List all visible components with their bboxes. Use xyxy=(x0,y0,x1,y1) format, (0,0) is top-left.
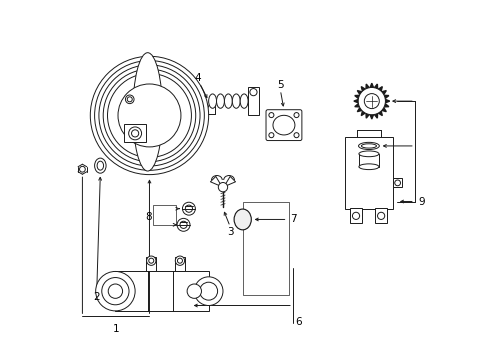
Bar xyxy=(358,154,378,167)
Circle shape xyxy=(177,219,190,231)
Polygon shape xyxy=(374,113,377,118)
Bar xyxy=(146,257,156,271)
Ellipse shape xyxy=(361,144,376,148)
Circle shape xyxy=(199,282,217,300)
Circle shape xyxy=(128,127,142,140)
Polygon shape xyxy=(378,87,382,91)
Bar xyxy=(153,205,176,225)
Text: 4: 4 xyxy=(194,73,201,83)
Text: 2: 2 xyxy=(93,292,100,302)
Polygon shape xyxy=(369,83,373,87)
Circle shape xyxy=(394,180,400,186)
Circle shape xyxy=(108,284,122,298)
Polygon shape xyxy=(365,84,368,89)
Circle shape xyxy=(293,113,298,118)
Circle shape xyxy=(177,258,182,263)
Circle shape xyxy=(80,166,85,172)
Polygon shape xyxy=(381,91,386,95)
Circle shape xyxy=(364,94,379,109)
Polygon shape xyxy=(354,95,359,99)
Bar xyxy=(392,178,402,187)
Polygon shape xyxy=(357,91,361,95)
Circle shape xyxy=(96,271,135,311)
Bar xyxy=(375,208,386,223)
Bar xyxy=(247,87,258,116)
Circle shape xyxy=(377,212,384,220)
Polygon shape xyxy=(353,99,358,103)
Circle shape xyxy=(293,133,298,138)
Polygon shape xyxy=(365,113,368,118)
Circle shape xyxy=(94,60,204,170)
Ellipse shape xyxy=(94,158,106,173)
Polygon shape xyxy=(361,87,365,91)
Ellipse shape xyxy=(208,94,216,108)
Polygon shape xyxy=(115,304,215,311)
Bar xyxy=(115,271,208,311)
Circle shape xyxy=(146,256,156,265)
Text: 5: 5 xyxy=(277,80,283,90)
Circle shape xyxy=(131,130,139,137)
Polygon shape xyxy=(369,114,373,119)
Ellipse shape xyxy=(224,94,232,108)
Circle shape xyxy=(268,133,273,138)
Circle shape xyxy=(357,87,385,115)
Circle shape xyxy=(187,284,201,298)
Circle shape xyxy=(180,221,187,228)
Text: 9: 9 xyxy=(418,197,425,207)
Text: 7: 7 xyxy=(290,215,296,224)
Ellipse shape xyxy=(97,161,103,170)
Polygon shape xyxy=(374,84,377,89)
Text: 3: 3 xyxy=(226,227,233,237)
Circle shape xyxy=(352,212,359,220)
Polygon shape xyxy=(384,95,388,99)
Circle shape xyxy=(107,73,191,157)
Ellipse shape xyxy=(216,94,224,108)
Circle shape xyxy=(218,183,227,192)
Circle shape xyxy=(99,65,200,166)
Ellipse shape xyxy=(133,53,162,171)
Circle shape xyxy=(249,89,257,96)
Circle shape xyxy=(209,100,214,105)
Bar xyxy=(349,208,361,223)
Bar xyxy=(124,125,145,142)
Bar xyxy=(344,137,392,209)
Circle shape xyxy=(182,202,195,215)
Ellipse shape xyxy=(232,94,240,108)
FancyBboxPatch shape xyxy=(265,110,301,140)
Circle shape xyxy=(194,277,223,306)
Polygon shape xyxy=(361,111,365,116)
Bar xyxy=(242,202,289,295)
Ellipse shape xyxy=(234,209,251,230)
Circle shape xyxy=(125,95,134,104)
Text: 8: 8 xyxy=(145,212,152,222)
Circle shape xyxy=(268,113,273,118)
Ellipse shape xyxy=(240,94,247,108)
Circle shape xyxy=(175,256,184,265)
Circle shape xyxy=(185,205,192,212)
Circle shape xyxy=(118,84,181,147)
Text: 6: 6 xyxy=(294,317,301,327)
Ellipse shape xyxy=(272,115,294,135)
Circle shape xyxy=(127,97,132,102)
Polygon shape xyxy=(354,104,359,107)
Circle shape xyxy=(90,56,208,175)
Polygon shape xyxy=(357,108,361,112)
Ellipse shape xyxy=(358,151,378,157)
Text: 1: 1 xyxy=(112,324,119,334)
Polygon shape xyxy=(384,104,388,107)
Circle shape xyxy=(148,258,153,263)
Ellipse shape xyxy=(358,164,378,170)
Polygon shape xyxy=(378,111,382,116)
Bar xyxy=(175,257,184,271)
Ellipse shape xyxy=(358,142,379,149)
Polygon shape xyxy=(385,99,389,103)
Polygon shape xyxy=(381,108,386,112)
Circle shape xyxy=(103,69,195,162)
Circle shape xyxy=(102,278,129,305)
